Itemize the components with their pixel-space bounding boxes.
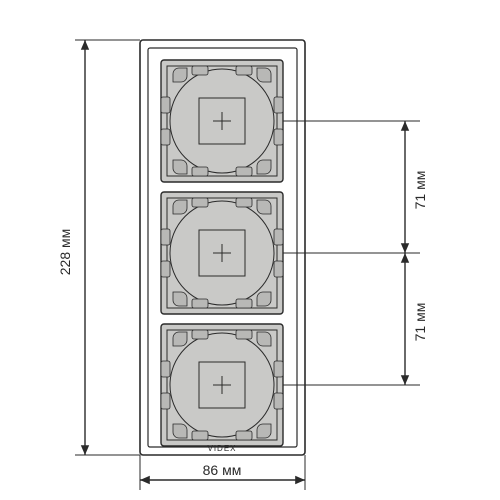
technical-drawing: VIDEX 228 мм 86 мм 71 мм 71 мм (0, 0, 500, 500)
socket-module-2 (161, 192, 283, 314)
socket-module-1 (161, 60, 283, 182)
dim-height-label: 228 мм (57, 229, 73, 276)
dim-width-label: 86 мм (203, 462, 242, 478)
socket-module-3 (161, 324, 283, 446)
brand-label: VIDEX (207, 444, 236, 453)
dim-spacing1-label: 71 мм (412, 171, 428, 210)
dim-spacing2-label: 71 мм (412, 303, 428, 342)
